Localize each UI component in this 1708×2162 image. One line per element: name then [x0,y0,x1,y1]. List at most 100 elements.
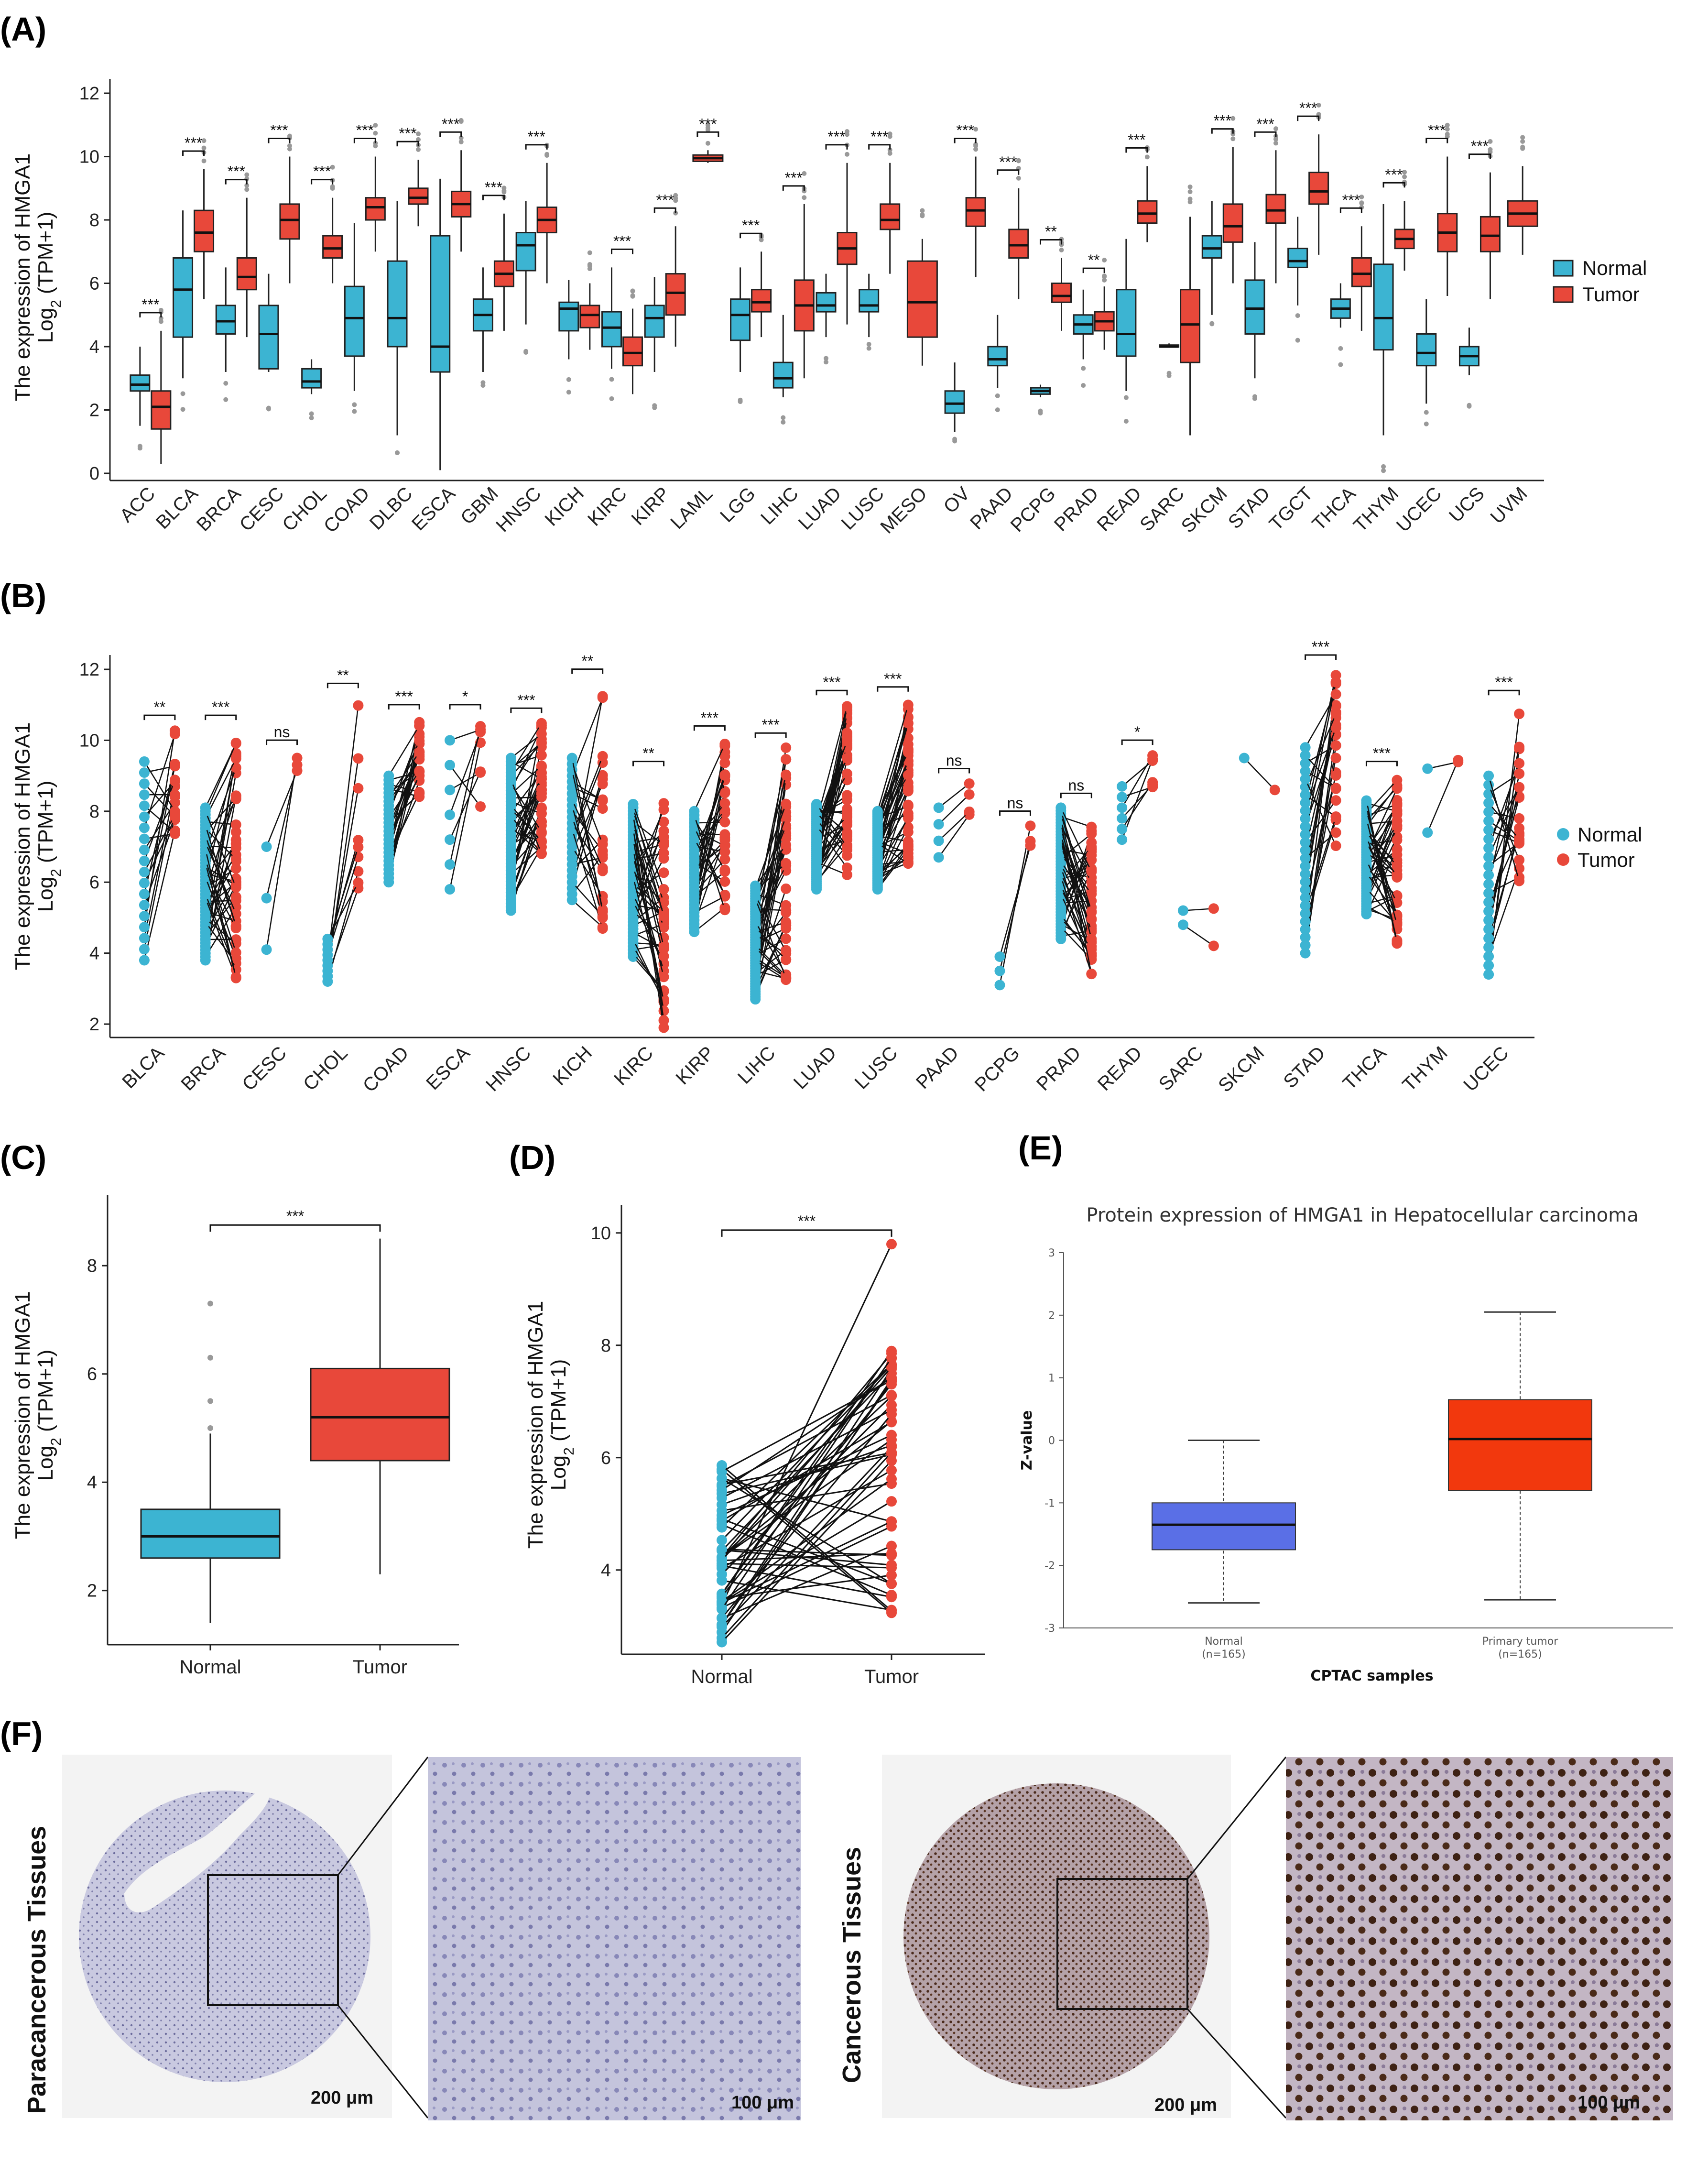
box-tumor-STAD-box [1265,194,1286,224]
outlier-point [223,381,228,386]
outlier-point [920,213,925,218]
point-tumor [719,864,730,875]
sig-bracket [1382,182,1405,188]
x-tick-label: STAD [1280,1042,1329,1092]
point-normal [445,785,456,796]
outlier-point [673,210,678,216]
point-tumor [719,739,730,750]
pair-line [721,1395,892,1558]
point-normal [1483,807,1494,818]
point-normal [1300,869,1311,880]
point-tumor [886,1372,897,1383]
outlier-point [1488,139,1493,144]
sig-bracket [816,689,848,696]
pair-line [877,752,909,814]
sig-label: *** [185,134,202,152]
sig-label: *** [1471,138,1489,155]
point-tumor [658,848,669,859]
box-tumor-PAAD-box [1008,229,1029,259]
sig-label: *** [286,1207,304,1224]
pair-line [1060,810,1092,912]
panel-label-d: (D) [509,1139,555,1176]
sig-bracket [754,732,787,738]
pair-line [816,811,848,851]
legend-swatch-normal [1557,828,1569,841]
outlier-point [1166,371,1172,376]
sig-bracket [1339,207,1362,213]
point-tumor [1453,756,1464,767]
box-normal-TGCT-box [1287,248,1308,268]
sig-label: *** [742,217,760,234]
outlier-point [501,188,507,193]
box-normal-UCEC-box [1416,333,1437,367]
point-normal [139,778,150,789]
point-normal [139,944,150,955]
point-tumor [1392,871,1403,882]
x-tick-label: Normal [1205,1636,1243,1648]
sig-bracket [143,714,176,721]
point-tumor [1269,785,1280,796]
box-normal-box [140,1508,281,1559]
sig-bracket [1468,153,1491,159]
point-normal [1483,779,1494,790]
scale-200um-left: 200 μm [311,2088,373,2108]
x-tick-label: TGCT [1265,483,1317,535]
point-normal [750,880,761,891]
point-tumor [903,770,914,781]
paracancerous-label: Paracancerous Tissues [22,1826,51,2114]
pair-line [143,814,176,873]
outlier-point [824,356,828,361]
panel-b-paired-scatter: 2 4 6 8 10 12 The expression of HMGA1 Log2 (TPM… [11,638,1642,1096]
sig-label: ** [337,666,349,684]
pair-line [1121,784,1153,819]
pair-line [205,849,237,978]
point-tumor [1330,811,1341,822]
y-tick-label: -1 [1044,1497,1055,1509]
pair-line [1488,773,1520,795]
point-tumor [169,789,180,800]
point-tumor [1392,782,1403,793]
point-tumor [886,1590,897,1601]
outlier-point [480,383,486,388]
pair-line [938,814,970,858]
pair-line [632,818,664,948]
x-tick-label: KIRC [610,1042,657,1090]
point-normal [1300,916,1311,927]
point-normal [1483,960,1494,971]
point-tumor [886,1578,897,1589]
sig-bracket [326,682,359,688]
y-tick-label: 8 [89,802,99,822]
sig-label: *** [762,716,779,733]
point-tumor [597,692,608,703]
outlier-point [824,360,828,365]
y-tick-label: 8 [87,1256,97,1276]
outlier-point [416,131,421,136]
box-normal-HNSC-box [515,232,536,272]
sig-bracket [139,312,162,317]
sig-bracket [1297,115,1320,121]
box-tumor-PCPG-box [1051,283,1072,303]
point-tumor [719,841,730,852]
sig-label: *** [517,691,535,709]
point-normal [1117,813,1128,824]
pair-line [721,1477,892,1522]
point-tumor [1330,740,1341,751]
pair-line [449,729,481,741]
outlier-point [1016,158,1021,163]
point-normal [717,1637,727,1648]
outlier-point [244,183,250,188]
box-normal-ACC-box [130,374,151,392]
pair-line [327,847,359,945]
legend-label-normal: Normal [1577,823,1642,846]
box-normal-CESC-box [258,305,279,370]
point-normal [139,900,150,911]
x-tick-label: KICH [549,1042,596,1090]
outlier-point [1381,464,1386,469]
pair-line [721,1444,892,1506]
point-tumor [1330,677,1341,688]
point-tumor [1330,689,1341,700]
point-normal [139,767,150,778]
pair-line [205,828,237,860]
point-normal [1117,781,1128,792]
